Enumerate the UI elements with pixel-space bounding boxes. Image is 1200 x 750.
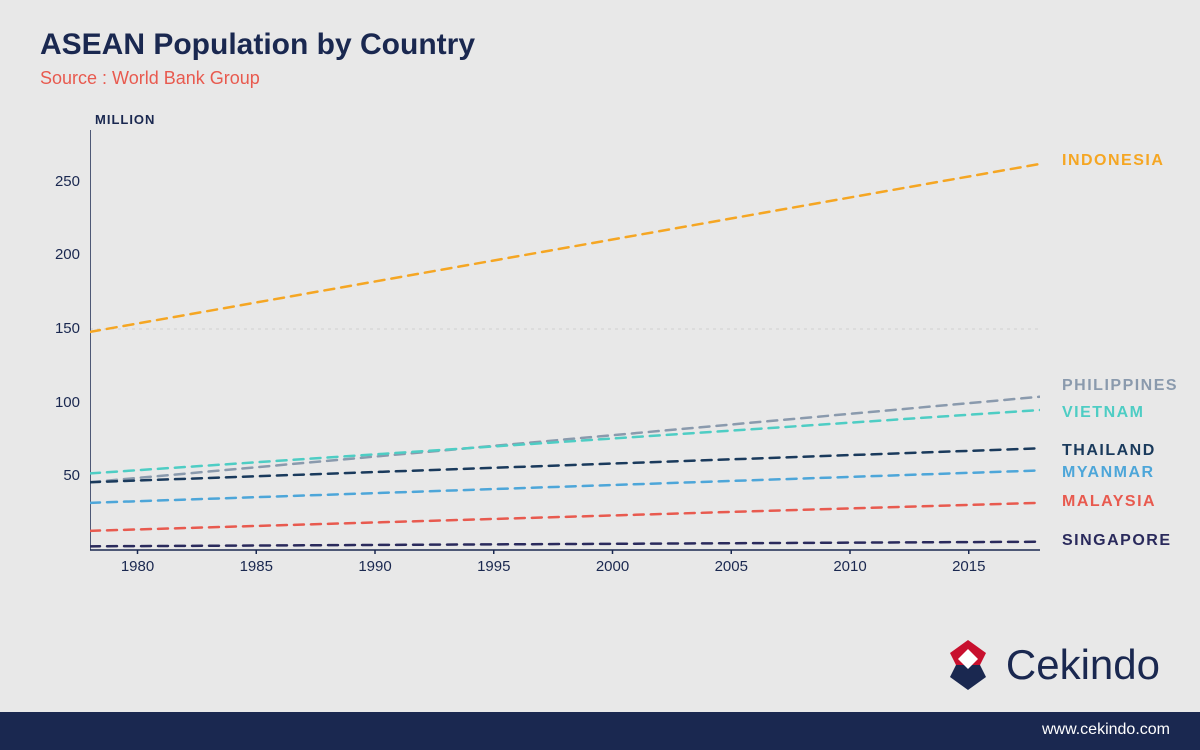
y-tick: 50 (40, 467, 80, 484)
chart-header: ASEAN Population by Country Source : Wor… (0, 0, 1200, 89)
x-tick: 1990 (350, 558, 400, 575)
series-label: THAILAND (1062, 442, 1156, 460)
brand-logo: Cekindo (938, 635, 1160, 695)
cekindo-icon (938, 635, 998, 695)
x-tick: 1980 (113, 558, 163, 575)
x-tick: 1985 (231, 558, 281, 575)
footer-url: www.cekindo.com (1042, 721, 1170, 738)
series-label: MALAYSIA (1062, 493, 1156, 511)
chart-title: ASEAN Population by Country (40, 28, 1200, 62)
series-label: INDONESIA (1062, 152, 1164, 170)
series-label: PHILIPPINES (1062, 377, 1178, 395)
chart-plot-area (90, 120, 1040, 560)
brand-logo-text: Cekindo (1006, 641, 1160, 689)
x-tick: 2000 (588, 558, 638, 575)
y-tick: 150 (40, 320, 80, 337)
footer-bar: www.cekindo.com (0, 712, 1200, 750)
series-label: VIETNAM (1062, 404, 1145, 422)
series-label: MYANMAR (1062, 464, 1155, 482)
y-tick: 250 (40, 173, 80, 190)
x-tick: 2015 (944, 558, 994, 575)
chart-svg (90, 120, 1040, 560)
chart-source: Source : World Bank Group (40, 68, 1200, 89)
series-label: SINGAPORE (1062, 532, 1172, 550)
y-tick: 200 (40, 246, 80, 263)
y-tick: 100 (40, 394, 80, 411)
x-tick: 2005 (706, 558, 756, 575)
x-tick: 1995 (469, 558, 519, 575)
x-tick: 2010 (825, 558, 875, 575)
